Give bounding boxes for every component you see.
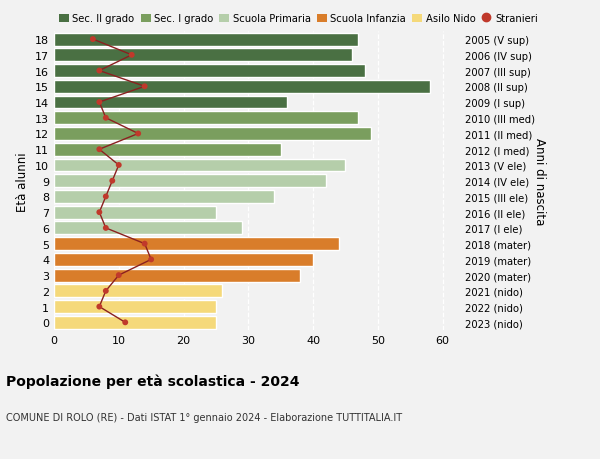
Point: [95, 99, 104, 106]
Point: [114, 272, 124, 279]
Bar: [54, 301, 216, 313]
Bar: [54, 96, 287, 109]
Bar: [54, 175, 326, 188]
Point: [127, 52, 137, 59]
Point: [101, 115, 110, 122]
Point: [101, 287, 110, 295]
Bar: [54, 190, 274, 203]
Bar: [54, 112, 358, 125]
Point: [140, 84, 149, 91]
Bar: [54, 206, 216, 219]
Bar: [54, 269, 300, 282]
Point: [114, 162, 124, 169]
Point: [101, 225, 110, 232]
Point: [95, 209, 104, 216]
Bar: [54, 253, 313, 266]
Point: [140, 241, 149, 248]
Point: [95, 68, 104, 75]
Point: [107, 178, 117, 185]
Y-axis label: Anni di nascita: Anni di nascita: [533, 138, 546, 225]
Bar: [54, 65, 365, 78]
Bar: [54, 285, 223, 297]
Y-axis label: Età alunni: Età alunni: [16, 151, 29, 211]
Bar: [54, 34, 358, 46]
Bar: [54, 238, 339, 251]
Bar: [54, 128, 371, 140]
Bar: [54, 144, 281, 157]
Point: [121, 319, 130, 326]
Bar: [54, 222, 242, 235]
Text: Popolazione per età scolastica - 2024: Popolazione per età scolastica - 2024: [6, 373, 299, 388]
Text: COMUNE DI ROLO (RE) - Dati ISTAT 1° gennaio 2024 - Elaborazione TUTTITALIA.IT: COMUNE DI ROLO (RE) - Dati ISTAT 1° genn…: [6, 412, 402, 422]
Bar: [54, 81, 430, 94]
Bar: [54, 316, 216, 329]
Point: [101, 193, 110, 201]
Bar: [54, 159, 346, 172]
Bar: [54, 49, 352, 62]
Legend: Sec. II grado, Sec. I grado, Scuola Primaria, Scuola Infanzia, Asilo Nido, Stran: Sec. II grado, Sec. I grado, Scuola Prim…: [59, 14, 538, 24]
Point: [95, 303, 104, 311]
Point: [133, 130, 143, 138]
Point: [88, 36, 98, 44]
Point: [146, 256, 156, 263]
Point: [95, 146, 104, 154]
